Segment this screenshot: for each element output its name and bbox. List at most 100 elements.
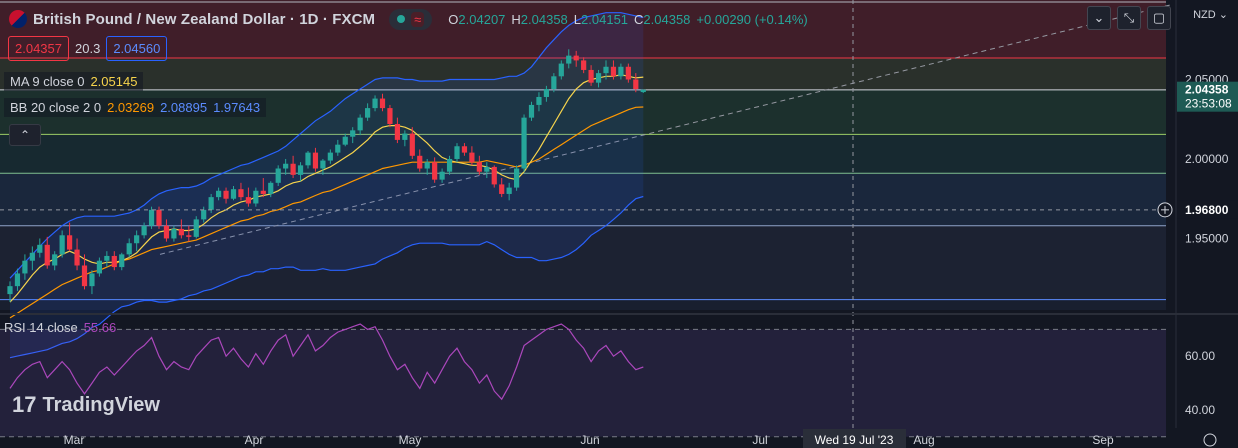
time-tick-label: Apr (245, 433, 264, 447)
candle-body (454, 146, 460, 159)
ohlc-key: H (511, 11, 521, 27)
bb-label: BB 20 close 2 0 (10, 100, 102, 115)
crosshair-price-label: 1.96800 (1185, 203, 1229, 217)
candle-body (134, 235, 140, 244)
candle-body (402, 133, 408, 140)
ohlc-item: +0.00290 (+0.14%) (696, 12, 807, 27)
price-zone (0, 134, 1166, 174)
candle-body (111, 255, 117, 268)
price-label: 2.04358 (1185, 83, 1229, 97)
ohlc-item: O2.04207 (448, 12, 505, 27)
candle-body (327, 152, 333, 161)
candle-body (89, 273, 95, 287)
rsi-band (0, 329, 1166, 437)
candle-body (439, 171, 445, 180)
ohlc-values: O2.04207 H2.04358 L2.04151 C2.04358 +0.00290… (448, 12, 807, 27)
candle-body (469, 152, 475, 163)
ma-legend[interactable]: MA 9 close 0 2.05145 (4, 72, 144, 91)
candle-body (566, 55, 572, 64)
price-zone (0, 0, 1166, 59)
time-tick-label: May (399, 433, 422, 447)
candle-body (491, 166, 497, 185)
crosshair-date-box (803, 429, 906, 448)
ohlc-item: L2.04151 (574, 12, 628, 27)
candle-body (283, 163, 289, 169)
chevron-down-icon: ⌄ (1093, 10, 1105, 25)
crosshair-date-label: Wed 19 Jul '23 (815, 433, 894, 447)
candle-body (44, 244, 50, 266)
tradingview-logo: 17 TradingView (12, 392, 160, 417)
price-tick-label: 1.95000 (1185, 231, 1229, 245)
quote-row: 2.04357 20.3 2.04560 (8, 36, 168, 61)
maximize-button[interactable]: ▢ (1147, 6, 1171, 30)
ohlc-key: C (634, 11, 644, 27)
price-zone (0, 225, 1166, 300)
symbol-header: British Pound / New Zealand Dollar · 1D … (0, 6, 808, 32)
price-label-box (1177, 81, 1238, 112)
candle-body (446, 158, 453, 172)
fullscreen-button[interactable]: ⤡ (1117, 6, 1141, 30)
scroll-down-button[interactable]: ⌄ (1087, 6, 1111, 30)
candle-body (290, 163, 296, 175)
candle-body (268, 182, 274, 194)
rsi-value: 55.66 (83, 320, 117, 335)
candle-body (96, 260, 102, 274)
ohlc-key: O (448, 11, 459, 27)
candle-body (461, 146, 468, 153)
candle-body (514, 168, 520, 188)
bb-upper-line (9, 12, 644, 279)
time-tick-label: Jun (580, 433, 599, 447)
expand-icon: ⤡ (1123, 10, 1135, 25)
price-zone (0, 299, 1166, 310)
candle-body (484, 166, 490, 172)
candle-body (52, 254, 58, 266)
candle-body (581, 60, 587, 70)
candle-body (260, 190, 266, 194)
rsi-tick-label: 40.00 (1185, 403, 1215, 417)
candle-body (372, 98, 378, 109)
candle-body (163, 225, 170, 239)
crosshair-price-box (1177, 200, 1238, 219)
rsi-label: RSI 14 close (4, 320, 78, 335)
collapse-legend-button[interactable]: ⌃ (9, 124, 41, 146)
candle-body (7, 286, 13, 295)
candle-body (543, 89, 549, 97)
market-open-icon (397, 15, 406, 23)
maximize-icon: ▢ (1152, 10, 1166, 25)
rsi-legend[interactable]: RSI 14 close 55.66 (4, 320, 116, 335)
sell-price-button[interactable]: 2.04357 (8, 36, 69, 61)
candle-body (201, 209, 207, 220)
candle-body (625, 66, 631, 80)
candle-body (521, 117, 527, 169)
wave-icon: ≈ (411, 11, 425, 27)
candle-body (417, 155, 423, 169)
candle-body (223, 190, 229, 199)
ma-value: 2.05145 (90, 74, 138, 89)
buy-price-button[interactable]: 2.04560 (106, 36, 168, 61)
bb-legend[interactable]: BB 20 close 2 0 2.03269 2.08895 1.97643 (4, 98, 267, 117)
bb-fill (10, 12, 644, 358)
candle-body (588, 69, 594, 83)
ohlc-value: 2.04151 (581, 11, 629, 27)
candle-body (216, 190, 222, 198)
currency-label: NZD (1193, 9, 1216, 21)
ohlc-value: 2.04358 (520, 11, 568, 27)
candle-body (558, 63, 564, 77)
candle-body (208, 197, 214, 210)
candle-body (81, 265, 88, 287)
symbol-title[interactable]: British Pound / New Zealand Dollar · 1D … (33, 10, 376, 28)
candle-body (178, 228, 184, 236)
candle-body (126, 243, 132, 255)
currency-selector[interactable]: NZD ⌄ (1193, 8, 1228, 21)
candle-body (320, 160, 326, 169)
candle-body (230, 189, 237, 199)
ohlc-value: 2.04207 (458, 11, 506, 27)
candle-body (148, 209, 155, 226)
candle-body (37, 244, 43, 253)
market-status[interactable]: ≈ (389, 8, 433, 30)
ohlc-value: +0.00290 (+0.14%) (696, 11, 808, 27)
candle-body (141, 225, 147, 236)
candle-body (476, 162, 482, 172)
candle-body (387, 108, 393, 124)
